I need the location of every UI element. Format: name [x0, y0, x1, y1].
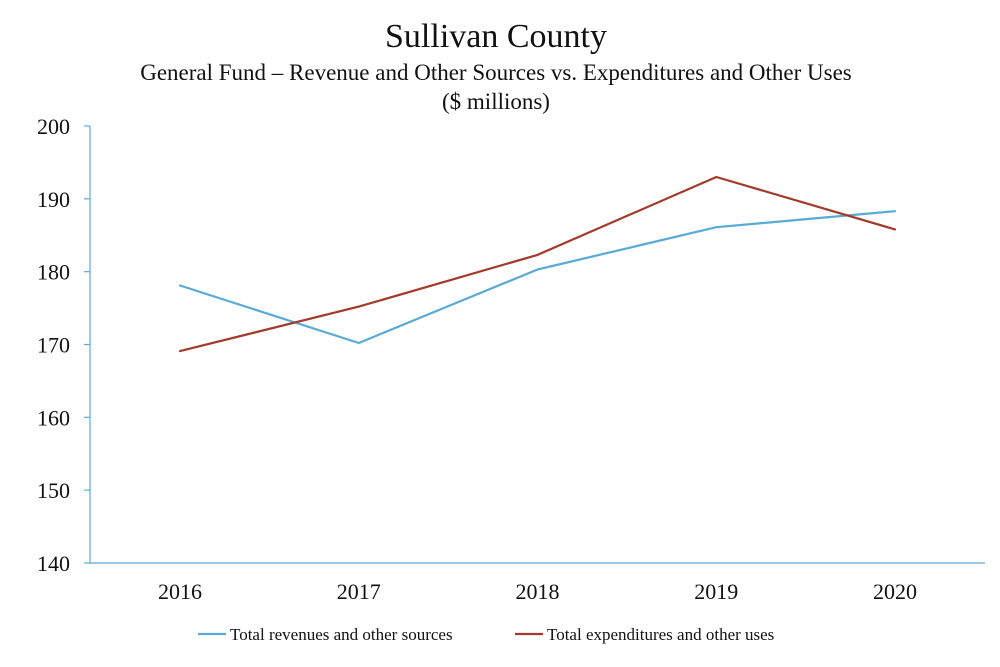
chart-subtitle: General Fund – Revenue and Other Sources…: [140, 60, 852, 85]
chart-units: ($ millions): [442, 89, 550, 114]
y-tick-label: 180: [37, 260, 70, 285]
legend-label: Total expenditures and other uses: [547, 625, 774, 644]
y-tick-label: 140: [37, 551, 70, 576]
series-line-1: [178, 210, 897, 345]
y-axis-ticks: 140 150 160 170 180 190 200: [37, 114, 90, 576]
y-tick-label: 170: [37, 333, 70, 358]
legend-label: Total revenues and other sources: [230, 625, 453, 644]
series-line-2: [178, 175, 897, 353]
chart-axes: [89, 126, 985, 564]
series-lines: [178, 175, 897, 353]
x-tick-label: 2018: [516, 579, 560, 604]
y-tick-label: 200: [37, 114, 70, 139]
x-axis-ticks: 2016 2017 2018 2019 2020: [158, 579, 917, 604]
x-tick-label: 2020: [873, 579, 917, 604]
x-tick-label: 2019: [694, 579, 738, 604]
chart-title: Sullivan County: [385, 18, 607, 55]
y-tick-label: 160: [37, 405, 70, 430]
y-tick-label: 150: [37, 478, 70, 503]
x-tick-label: 2017: [337, 579, 381, 604]
legend: Total revenues and other sources Total ex…: [198, 625, 774, 644]
x-tick-label: 2016: [158, 579, 202, 604]
y-tick-label: 190: [37, 187, 70, 212]
